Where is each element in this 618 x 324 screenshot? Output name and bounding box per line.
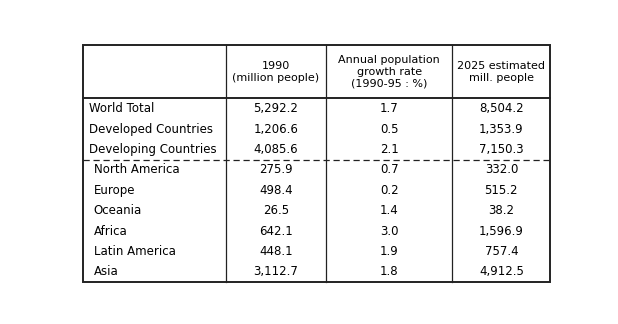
Text: 2.1: 2.1 bbox=[380, 143, 399, 156]
Text: Developed Countries: Developed Countries bbox=[89, 122, 213, 135]
Text: 1.9: 1.9 bbox=[380, 245, 399, 258]
Text: North America: North America bbox=[93, 163, 179, 176]
Text: 1.4: 1.4 bbox=[380, 204, 399, 217]
Text: Annual population
growth rate
(1990-95 : %): Annual population growth rate (1990-95 :… bbox=[338, 55, 440, 88]
Text: 3,112.7: 3,112.7 bbox=[253, 265, 298, 278]
Text: Asia: Asia bbox=[93, 265, 118, 278]
Text: 1.8: 1.8 bbox=[380, 265, 399, 278]
Text: 0.2: 0.2 bbox=[380, 184, 399, 197]
Text: 448.1: 448.1 bbox=[259, 245, 293, 258]
Text: 1,596.9: 1,596.9 bbox=[479, 225, 524, 237]
Text: 515.2: 515.2 bbox=[485, 184, 518, 197]
Text: Europe: Europe bbox=[93, 184, 135, 197]
Text: 757.4: 757.4 bbox=[485, 245, 518, 258]
Text: 4,085.6: 4,085.6 bbox=[253, 143, 298, 156]
Text: 4,912.5: 4,912.5 bbox=[479, 265, 524, 278]
Text: 26.5: 26.5 bbox=[263, 204, 289, 217]
Text: 498.4: 498.4 bbox=[259, 184, 293, 197]
Text: 2025 estimated
mill. people: 2025 estimated mill. people bbox=[457, 61, 545, 83]
Text: 1990
(million people): 1990 (million people) bbox=[232, 61, 320, 83]
Text: Latin America: Latin America bbox=[93, 245, 176, 258]
Text: 275.9: 275.9 bbox=[259, 163, 293, 176]
Text: 0.5: 0.5 bbox=[380, 122, 399, 135]
Text: Oceania: Oceania bbox=[93, 204, 142, 217]
Text: 642.1: 642.1 bbox=[259, 225, 293, 237]
Text: 8,504.2: 8,504.2 bbox=[479, 102, 523, 115]
Text: 1.7: 1.7 bbox=[380, 102, 399, 115]
Text: Developing Countries: Developing Countries bbox=[89, 143, 216, 156]
Text: 332.0: 332.0 bbox=[485, 163, 518, 176]
Text: Africa: Africa bbox=[93, 225, 127, 237]
Text: 38.2: 38.2 bbox=[488, 204, 514, 217]
Text: 1,206.6: 1,206.6 bbox=[253, 122, 298, 135]
Text: 7,150.3: 7,150.3 bbox=[479, 143, 523, 156]
Text: 1,353.9: 1,353.9 bbox=[479, 122, 523, 135]
Text: 5,292.2: 5,292.2 bbox=[253, 102, 298, 115]
Text: 0.7: 0.7 bbox=[380, 163, 399, 176]
Text: 3.0: 3.0 bbox=[380, 225, 399, 237]
Text: World Total: World Total bbox=[89, 102, 154, 115]
